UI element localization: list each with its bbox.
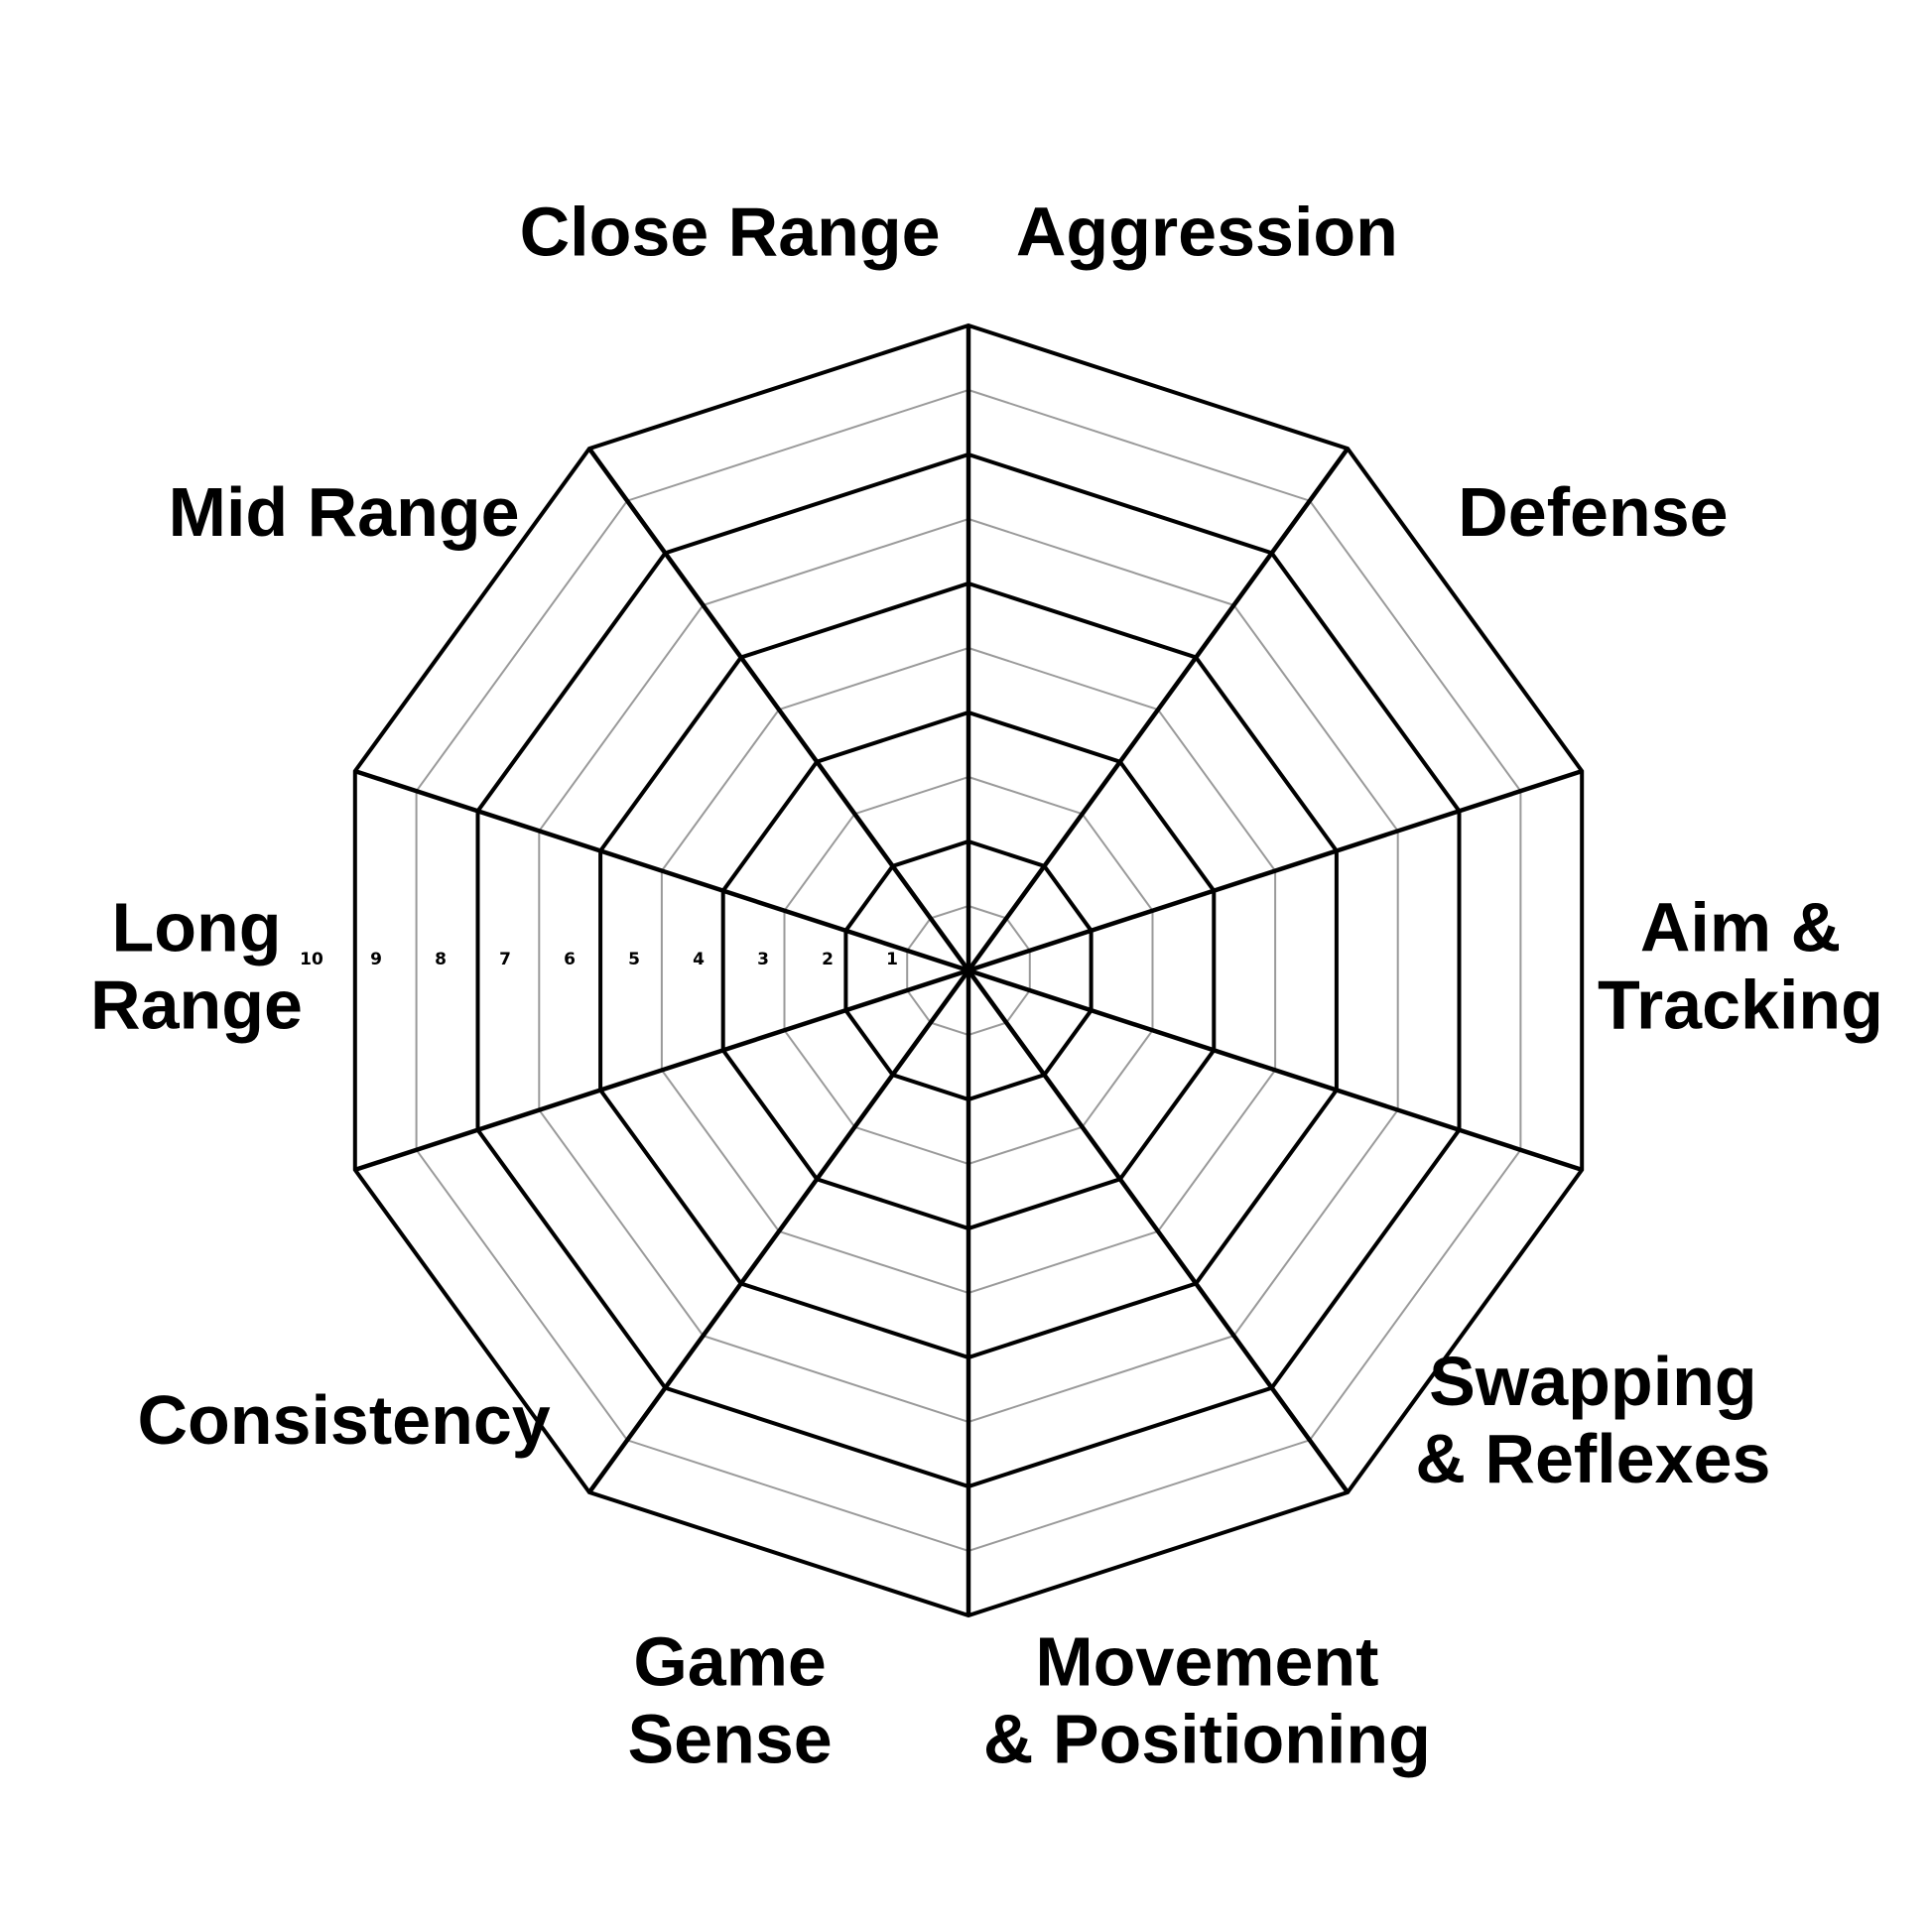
tick-label-8: 8 [435, 950, 447, 969]
axis-label-consistency: Consistency [137, 1381, 550, 1459]
axis-label-close-range: Close Range [520, 193, 941, 271]
radar-axis-spokes [354, 325, 1583, 1615]
axis-label-movement-and-positioning: Movement & Positioning [983, 1622, 1431, 1777]
axis-label-swapping-and-reflexes: Swapping & Reflexes [1415, 1343, 1770, 1497]
axis-label-game-sense: Game Sense [627, 1622, 832, 1777]
tick-label-9: 9 [370, 950, 382, 969]
radar-axis-labels: Aggression Defense Aim & Tracking Swapping & … [90, 193, 1883, 1778]
axis-spoke-7 [354, 967, 969, 1173]
tick-label-1: 1 [886, 950, 898, 969]
radar-tick-labels: 1 2 3 4 5 6 7 8 9 10 [300, 950, 898, 969]
tick-label-10: 10 [300, 950, 323, 969]
tick-label-7: 7 [499, 950, 511, 969]
axis-label-long-range: Long Range [90, 889, 303, 1044]
axis-spoke-3 [967, 967, 1583, 1173]
tick-label-4: 4 [693, 950, 705, 969]
tick-label-6: 6 [564, 950, 576, 969]
axis-label-aggression: Aggression [1016, 193, 1398, 271]
tick-label-2: 2 [822, 950, 834, 969]
axis-spoke-9 [587, 447, 970, 972]
axis-spoke-8 [354, 768, 969, 973]
axis-spoke-2 [967, 768, 1583, 973]
tick-label-5: 5 [628, 950, 640, 969]
axis-label-aim-and-tracking: Aim & Tracking [1598, 889, 1883, 1044]
tick-label-3: 3 [757, 950, 769, 969]
axis-label-mid-range: Mid Range [169, 473, 520, 551]
axis-spoke-6 [587, 968, 970, 1494]
axis-spoke-4 [966, 968, 1350, 1494]
axis-spoke-1 [966, 447, 1350, 972]
axis-label-defense: Defense [1458, 473, 1728, 551]
